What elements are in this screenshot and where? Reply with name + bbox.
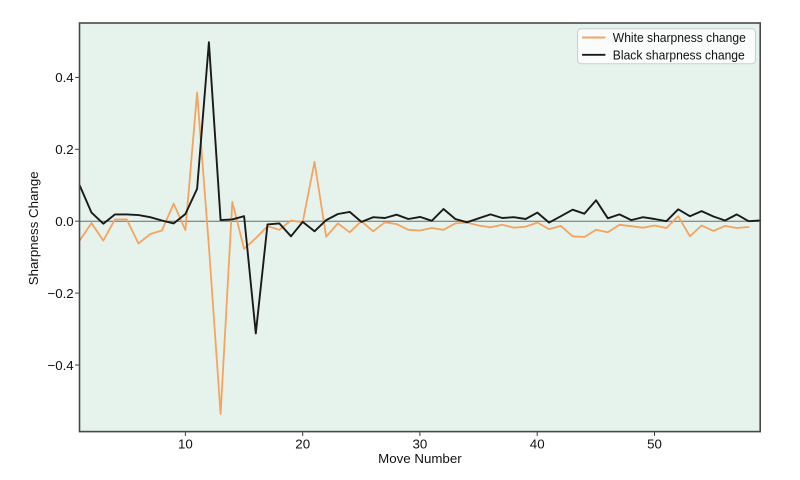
svg-text:30: 30	[413, 437, 428, 452]
svg-text:0.4: 0.4	[55, 70, 74, 85]
svg-text:−0.2: −0.2	[47, 286, 73, 301]
svg-text:40: 40	[530, 437, 545, 452]
svg-text:10: 10	[178, 437, 193, 452]
svg-text:0.0: 0.0	[55, 214, 74, 229]
svg-text:50: 50	[647, 437, 662, 452]
svg-text:White sharpness change: White sharpness change	[613, 30, 746, 45]
svg-text:0.2: 0.2	[55, 142, 74, 157]
svg-text:Sharpness Change: Sharpness Change	[26, 171, 41, 285]
svg-text:20: 20	[295, 437, 310, 452]
svg-text:Move Number: Move Number	[378, 451, 462, 466]
svg-text:−0.4: −0.4	[47, 358, 73, 373]
svg-text:Black sharpness change: Black sharpness change	[613, 47, 745, 62]
